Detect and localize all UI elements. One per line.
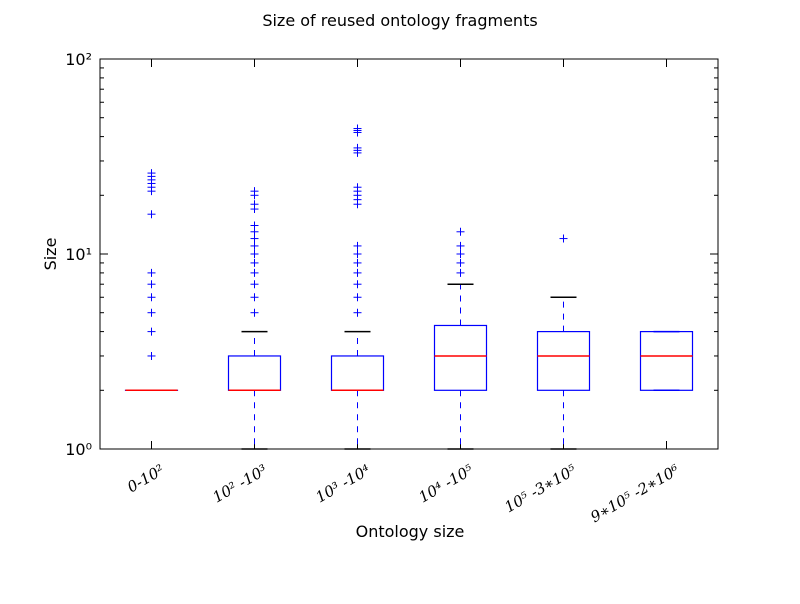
x-tick-label: 0-10² [124, 461, 167, 496]
flier-point [354, 280, 362, 288]
x-tick-label: 10² -10³ [209, 461, 270, 507]
flier-point [251, 242, 259, 250]
flier-point [148, 269, 156, 277]
flier-point [457, 228, 465, 236]
box [332, 356, 384, 390]
flier-point [354, 293, 362, 301]
flier-point [251, 222, 259, 230]
flier-point [251, 250, 259, 258]
flier-point [148, 280, 156, 288]
flier-point [354, 269, 362, 277]
plot-frame [100, 59, 718, 449]
flier-point [560, 235, 568, 243]
box [435, 325, 487, 390]
box [538, 332, 590, 391]
flier-point [251, 259, 259, 267]
flier-point [354, 242, 362, 250]
box-group-0: 0-10² [124, 59, 177, 496]
flier-point [457, 259, 465, 267]
x-tick-label: 10³ -10⁴ [312, 461, 373, 507]
box-group-2: 10³ -10⁴ [312, 59, 383, 506]
box-group-3: 10⁴ -10⁵ [415, 59, 486, 506]
flier-point [148, 210, 156, 218]
flier-point [251, 200, 259, 208]
flier-point [354, 259, 362, 267]
flier-point [148, 328, 156, 336]
box [641, 332, 693, 391]
flier-point [148, 352, 156, 360]
box-group-4: 10⁵ -3∗10⁵ [501, 59, 589, 516]
y-tick-label: 10⁰ [65, 440, 92, 459]
flier-point [251, 293, 259, 301]
x-tick-label: 10⁵ -3∗10⁵ [501, 461, 579, 516]
flier-point [457, 242, 465, 250]
flier-point [251, 309, 259, 317]
flier-point [354, 183, 362, 191]
flier-point [354, 250, 362, 258]
box [229, 356, 281, 390]
x-tick-label: 10⁴ -10⁵ [415, 461, 476, 507]
flier-point [148, 309, 156, 317]
box-group-1: 10² -10³ [209, 59, 280, 506]
flier-point [354, 125, 362, 133]
x-tick-label: 9∗10⁵ -2∗10⁶ [587, 461, 682, 526]
flier-point [457, 269, 465, 277]
x-axis-label: Ontology size [356, 522, 465, 541]
chart-title: Size of reused ontology fragments [262, 11, 537, 30]
y-tick-label: 10¹ [65, 245, 92, 264]
y-axis-label: Size [41, 238, 60, 271]
box-group-5: 9∗10⁵ -2∗10⁶ [587, 59, 692, 526]
flier-point [457, 250, 465, 258]
flier-point [354, 309, 362, 317]
flier-point [251, 280, 259, 288]
y-tick-label: 10² [65, 50, 92, 69]
flier-point [251, 269, 259, 277]
flier-point [148, 169, 156, 177]
flier-point [148, 293, 156, 301]
flier-point [251, 187, 259, 195]
